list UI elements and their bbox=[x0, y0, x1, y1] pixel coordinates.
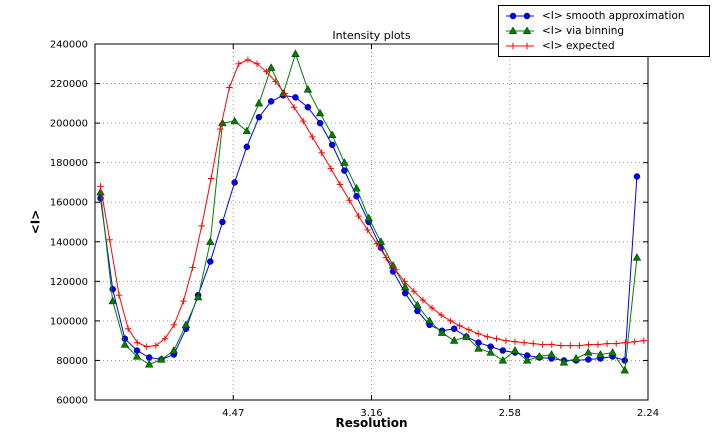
svg-text:200000: 200000 bbox=[50, 119, 88, 130]
svg-text:240000: 240000 bbox=[50, 40, 88, 51]
legend-label: <I> expected bbox=[542, 40, 615, 52]
svg-text:100000: 100000 bbox=[50, 316, 88, 327]
series-expected bbox=[97, 56, 648, 350]
svg-text:160000: 160000 bbox=[50, 198, 88, 209]
series-binning bbox=[96, 49, 642, 374]
svg-text:4.47: 4.47 bbox=[222, 408, 244, 419]
svg-text:140000: 140000 bbox=[50, 237, 88, 248]
x-axis-label: Resolution bbox=[335, 416, 408, 430]
legend-entry-binning: <I> via binning bbox=[504, 24, 704, 38]
series-smooth bbox=[97, 92, 641, 364]
legend-label: <I> smooth approximation bbox=[542, 10, 685, 22]
svg-text:80000: 80000 bbox=[56, 356, 88, 367]
x-tick-labels: 4.47 3.16 2.58 2.24 bbox=[222, 408, 659, 419]
legend: <I> smooth approximation <I> via binning… bbox=[498, 5, 710, 57]
svg-text:220000: 220000 bbox=[50, 79, 88, 90]
legend-sample-plus-icon bbox=[506, 42, 534, 50]
legend-entry-smooth: <I> smooth approximation bbox=[504, 9, 704, 23]
y-axis-label-text: <I> bbox=[28, 209, 43, 235]
legend-sample-triangle-icon bbox=[506, 26, 534, 35]
svg-text:180000: 180000 bbox=[50, 158, 88, 169]
legend-label: <I> via binning bbox=[542, 25, 625, 37]
svg-text:3.16: 3.16 bbox=[360, 408, 382, 419]
chart-title: Intensity plots bbox=[332, 29, 411, 42]
y-axis-label: <I> bbox=[26, 44, 44, 400]
svg-text:60000: 60000 bbox=[56, 396, 88, 407]
svg-text:2.58: 2.58 bbox=[499, 408, 521, 419]
legend-sample-circle-icon bbox=[506, 12, 534, 20]
svg-text:2.24: 2.24 bbox=[637, 408, 659, 419]
legend-entry-expected: <I> expected bbox=[504, 39, 704, 53]
svg-text:120000: 120000 bbox=[50, 277, 88, 288]
y-tick-labels: 60000 80000 100000 120000 140000 160000 180000… bbox=[50, 40, 88, 407]
